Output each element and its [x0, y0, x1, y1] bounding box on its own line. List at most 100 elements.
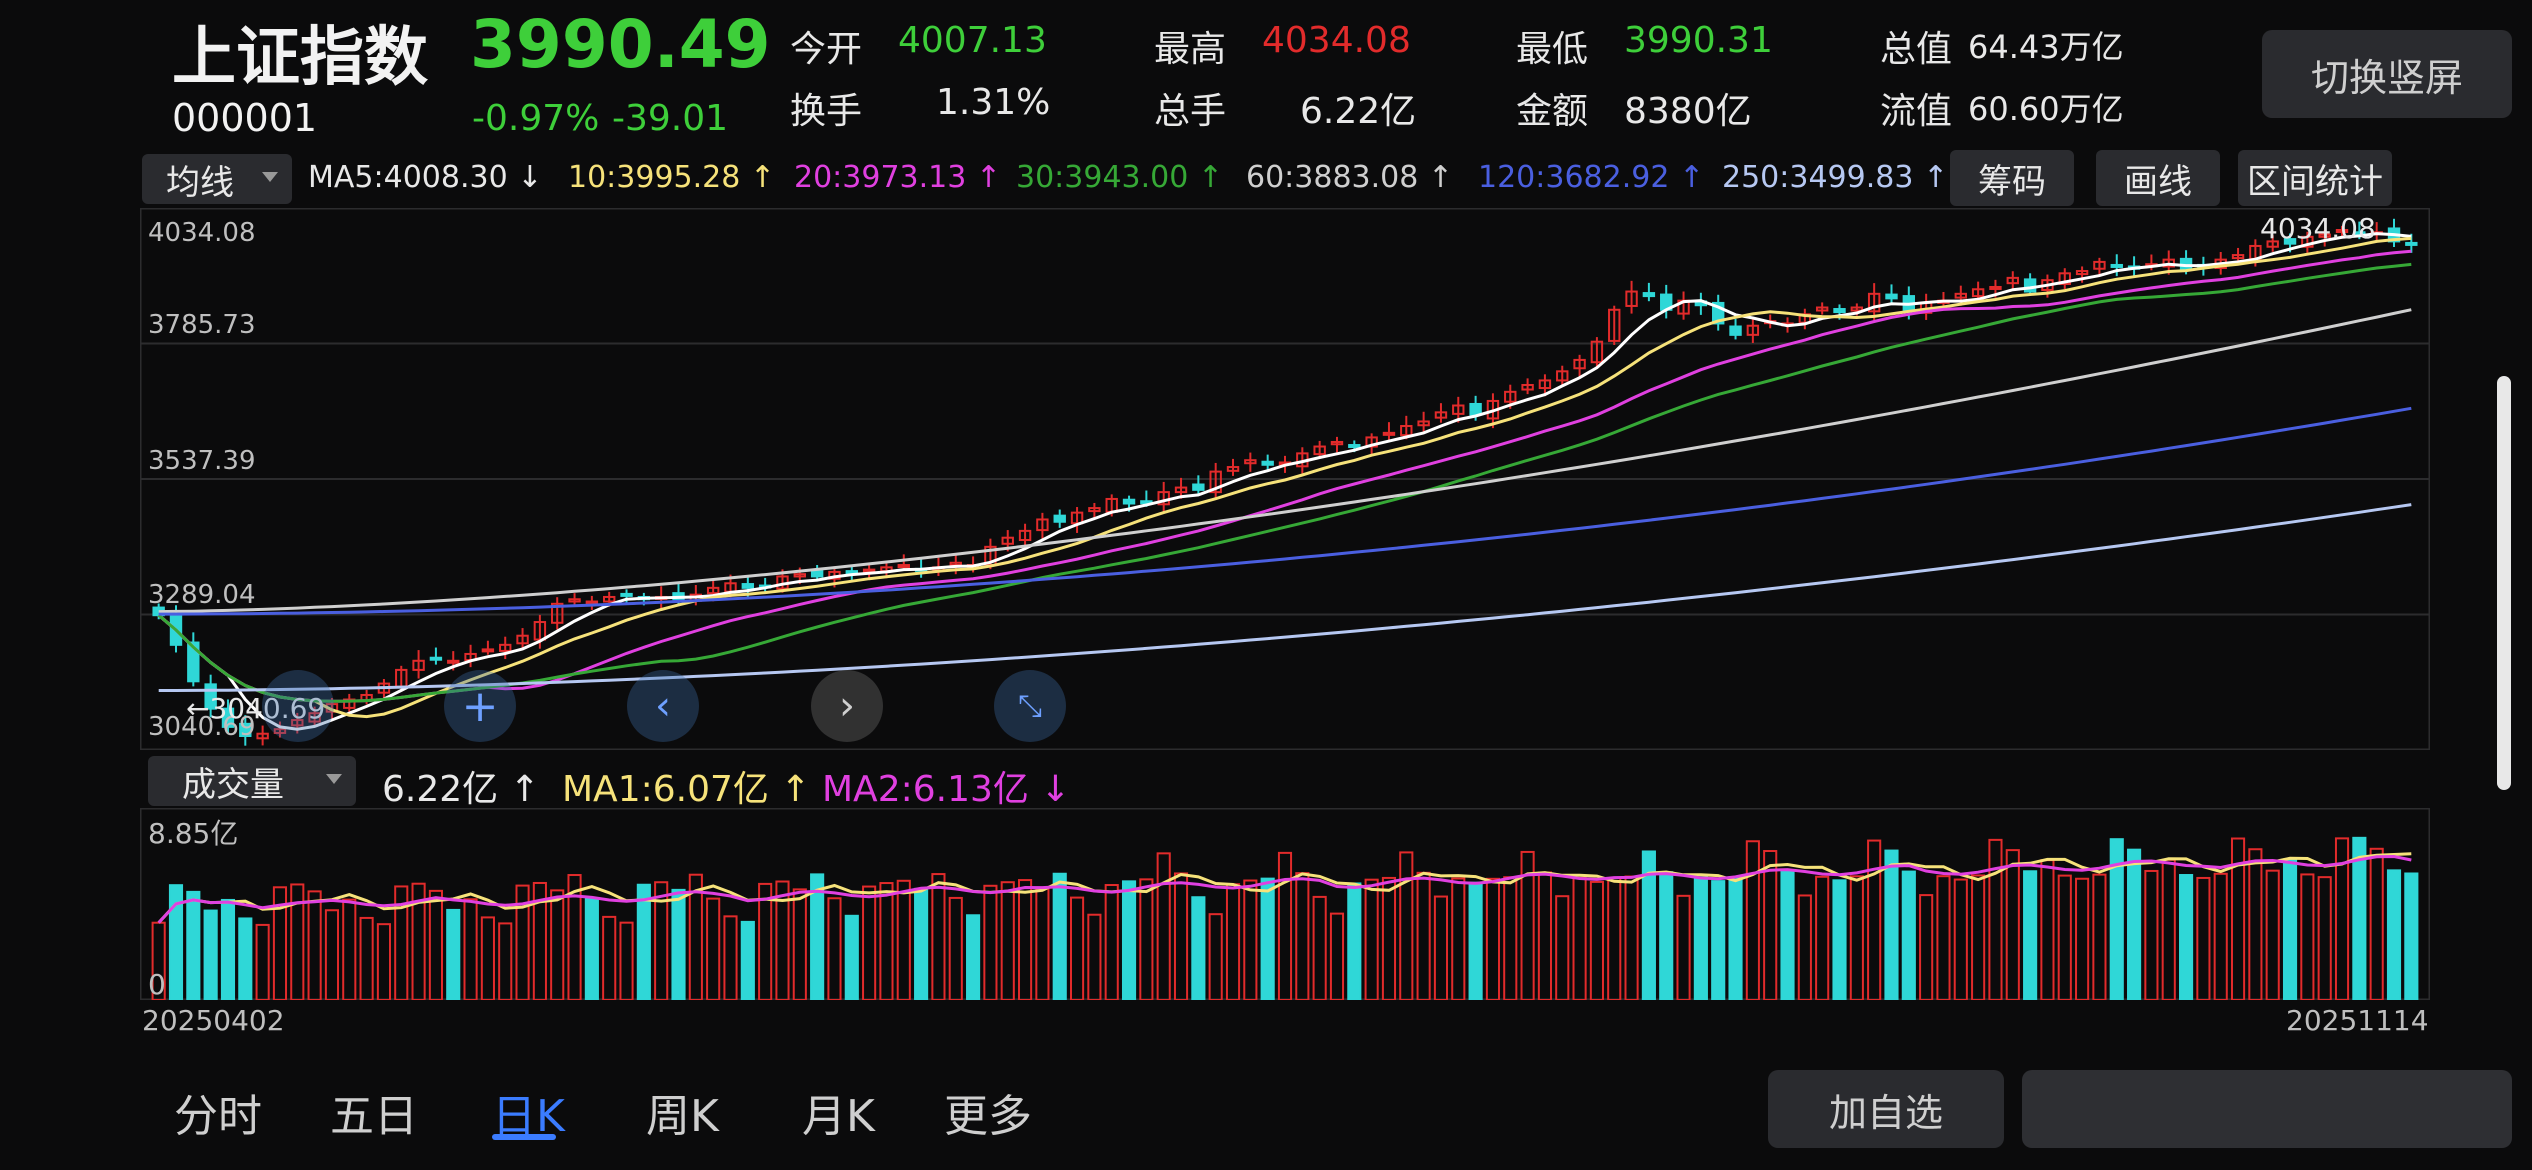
volume-bar — [914, 887, 929, 1001]
tab-1[interactable]: 五日 — [330, 1091, 418, 1142]
candle-body — [204, 683, 217, 710]
candle-body — [2266, 240, 2279, 248]
candle-body — [1573, 358, 1586, 370]
candle-body — [1313, 445, 1326, 456]
switch-portrait-button[interactable]: 切换竖屏 — [2262, 30, 2512, 118]
candle-body — [1608, 308, 1621, 342]
next-button[interactable]: › — [811, 670, 883, 742]
candle-body — [1642, 292, 1656, 298]
volume-bar — [220, 898, 236, 1001]
draw-line-button[interactable]: 画线 — [2096, 150, 2220, 206]
kline-chart[interactable] — [139, 207, 2431, 751]
volume-bar — [550, 889, 565, 1001]
tab-4[interactable]: 月K — [802, 1091, 875, 1142]
candle-body — [1746, 324, 1760, 336]
stat-label: 总值 — [1880, 29, 1953, 70]
zoom-in-button[interactable]: + — [444, 670, 516, 742]
stat-label: 总手 — [1154, 91, 1227, 132]
volume-value-2: MA2:6.13亿 ↓ — [822, 769, 1071, 810]
volume-bar — [1035, 887, 1050, 1001]
candle-body — [291, 719, 304, 727]
stat-value: 3990.31 — [1624, 20, 1773, 61]
ma-selector[interactable]: 均线 — [142, 154, 292, 204]
vertical-scrollbar[interactable] — [2497, 376, 2511, 790]
volume-bar — [1849, 875, 1864, 1001]
volume-selector[interactable]: 成交量 — [148, 756, 356, 806]
stat-label: 流值 — [1880, 91, 1953, 132]
stat-value: 4034.08 — [1262, 20, 1411, 61]
volume-bar — [1797, 894, 1812, 1001]
volume-chart[interactable] — [139, 807, 2431, 1002]
chips-button[interactable]: 筹码 — [1950, 150, 2074, 206]
candle-body — [620, 592, 633, 597]
candle-body — [897, 564, 910, 569]
tab-2[interactable]: 日K — [492, 1091, 565, 1142]
chevron-left-icon: ‹ — [655, 683, 671, 729]
volume-axis-top: 8.85亿 — [148, 817, 239, 850]
candle-body — [1504, 390, 1517, 403]
tab-3[interactable]: 周K — [646, 1091, 719, 1142]
price-axis-label: 3785.73 — [148, 310, 256, 340]
candle-body — [187, 641, 200, 683]
volume-bar — [2040, 859, 2055, 1001]
volume-bar — [636, 883, 651, 1001]
volume-bar — [1433, 895, 1449, 1001]
candle-body — [256, 732, 269, 740]
candle-body — [2318, 233, 2331, 238]
circle-button-1[interactable] — [262, 670, 334, 742]
volume-bar — [1901, 870, 1916, 1001]
volume-bar — [324, 909, 340, 1001]
volume-bar — [983, 884, 998, 1001]
volume-bar — [1589, 880, 1604, 1001]
volume-bar — [1537, 871, 1552, 1001]
candle-body — [603, 595, 616, 603]
candle-body — [1556, 370, 1569, 382]
candle-body — [1971, 288, 1985, 298]
change-percent: -0.97% — [472, 98, 600, 139]
trade-button[interactable] — [2022, 1070, 2512, 1148]
tab-0[interactable]: 分时 — [174, 1091, 262, 1142]
tab-5[interactable]: 更多 — [944, 1091, 1032, 1142]
volume-bar — [1659, 871, 1674, 1001]
candle-body — [1192, 483, 1205, 491]
add-watchlist-label: 加自选 — [1828, 1090, 1943, 1135]
price-axis-label: 4034.08 — [148, 218, 256, 248]
candle-body — [793, 573, 807, 578]
ma-selector-label: 均线 — [166, 162, 234, 203]
candle-body — [2335, 229, 2349, 233]
candle-body — [1850, 306, 1864, 312]
candle-body — [1833, 308, 1846, 314]
stat-value: 8380亿 — [1624, 91, 1752, 132]
volume-bar — [2144, 869, 2159, 1001]
candle-body — [2075, 270, 2089, 276]
volume-bar — [480, 916, 495, 1001]
volume-bar — [1468, 881, 1483, 1001]
volume-bar — [463, 898, 478, 1001]
volume-bar — [498, 922, 513, 1001]
add-watchlist-button[interactable]: 加自选 — [1768, 1070, 2004, 1148]
volume-bar — [1208, 913, 1223, 1001]
volume-bar — [2317, 876, 2332, 1001]
volume-bar — [1572, 876, 1587, 1001]
volume-bar — [1364, 878, 1379, 1001]
prev-button[interactable]: ‹ — [627, 670, 699, 742]
volume-bar — [2023, 870, 2038, 1001]
ma-value-5: 120:3682.92 ↑ — [1478, 160, 1705, 195]
candle-body — [568, 598, 581, 603]
volume-bar — [2213, 872, 2228, 1001]
candle-body — [741, 583, 755, 589]
candle-body — [1244, 459, 1257, 465]
volume-bar — [1780, 870, 1795, 1001]
candle-body — [1122, 498, 1136, 505]
ma-line — [157, 236, 2412, 719]
volume-bar — [1000, 881, 1015, 1001]
volume-bar — [1347, 882, 1362, 1001]
shrink-button[interactable]: ⤡ — [994, 670, 1066, 742]
volume-bar — [238, 917, 253, 1001]
index-code: 000001 — [172, 96, 318, 140]
range-stats-button[interactable]: 区间统计 — [2238, 150, 2392, 206]
volume-bar — [1225, 883, 1241, 1001]
volume-bar — [948, 896, 963, 1001]
candle-body — [2301, 235, 2314, 248]
candle-body — [1521, 383, 1534, 391]
